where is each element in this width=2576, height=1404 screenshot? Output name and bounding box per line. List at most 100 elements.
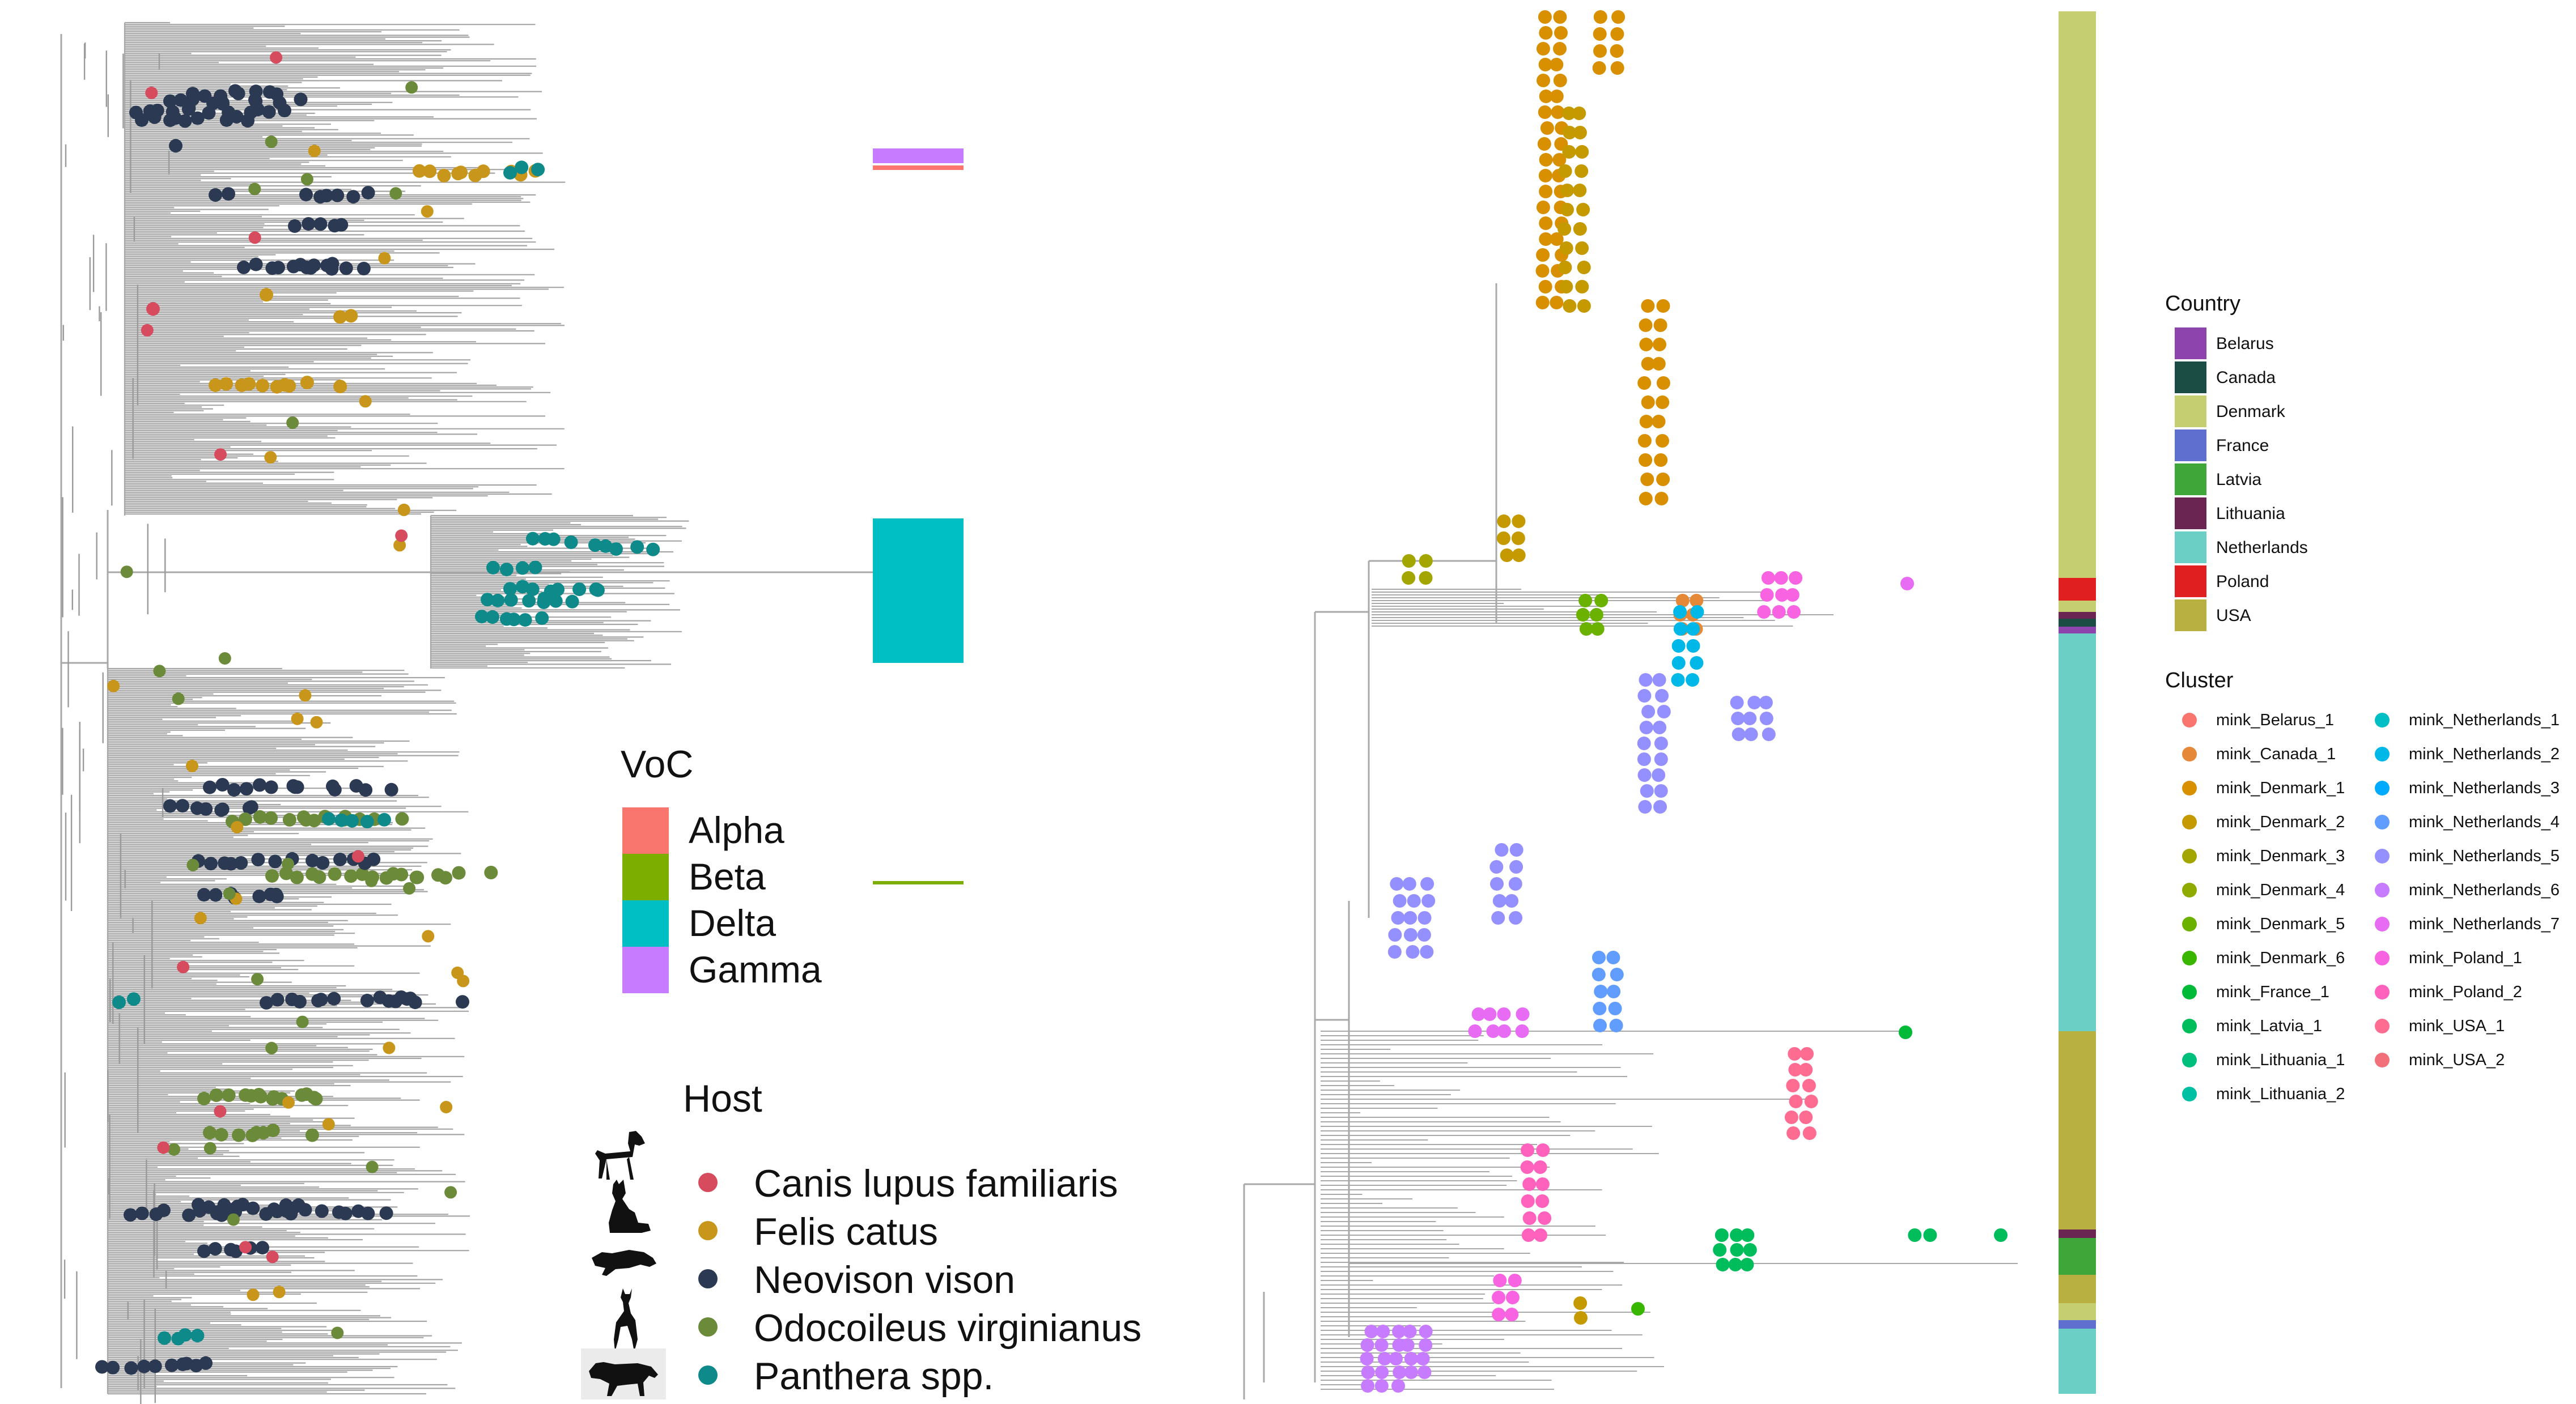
right-tip-dot (1539, 185, 1553, 198)
right-tip-dot (1800, 1047, 1814, 1061)
voc-swatch-beta (622, 854, 669, 900)
right-tip-dot (1374, 1338, 1389, 1352)
right-tip-dot (1509, 860, 1523, 874)
right-tip-dot (1900, 577, 1914, 590)
left-tip-dot (270, 890, 284, 904)
right-tip-dot (1656, 473, 1670, 486)
right-tip-dot (1403, 1325, 1417, 1338)
right-tip-dot (1538, 169, 1552, 182)
right-tip-dot (1607, 985, 1621, 998)
right-tip-dot (1772, 605, 1786, 619)
left-tip-dot (503, 165, 517, 180)
country-label-latvia: Latvia (2216, 470, 2262, 489)
right-tip-dot (1390, 877, 1404, 891)
left-tip-dot (291, 712, 304, 725)
right-tip-dot (1536, 248, 1550, 262)
country-strip-segment (2059, 1329, 2096, 1394)
right-tip-dot (1550, 232, 1564, 246)
cluster-label-mink_denmark_5: mink_Denmark_5 (2216, 915, 2345, 933)
host-dot-1 (698, 1221, 718, 1240)
left-tip-dot (422, 930, 435, 943)
left-tip-dot (296, 1015, 309, 1028)
left-tip-dot (214, 1105, 227, 1118)
left-tip-dot (564, 535, 578, 549)
country-label-usa: USA (2216, 606, 2251, 625)
left-tip-dot (197, 1244, 211, 1258)
right-tip-dot (1799, 1111, 1813, 1124)
left-tip-dot (282, 1096, 295, 1109)
right-tip-dot (1492, 894, 1506, 908)
left-tip-dot (266, 1250, 279, 1263)
voc-annotation-bars (873, 148, 964, 884)
cluster-label-mink_denmark_3: mink_Denmark_3 (2216, 847, 2345, 865)
right-tip-dot (1486, 1024, 1500, 1038)
cluster-dot-mink_netherlands_1 (2375, 713, 2390, 727)
left-tip-dot (486, 560, 500, 575)
right-tip-dot (1553, 10, 1567, 24)
left-tip-dot (320, 189, 333, 203)
right-tip-dot (1639, 338, 1653, 351)
left-tip-dot (366, 1160, 379, 1173)
right-tip-dot (1516, 1007, 1530, 1021)
right-tip-dot (1640, 784, 1654, 798)
left-tip-dot (177, 960, 190, 973)
right-tip-dot (1594, 594, 1609, 607)
left-tip-dot (208, 1242, 222, 1256)
left-tip-dot (518, 613, 532, 627)
voc-swatch-alpha (622, 807, 669, 854)
left-tip-dot (431, 868, 445, 882)
right-tip-dot (1512, 514, 1526, 528)
country-strip-segment (2059, 601, 2096, 612)
right-tip-dot (1521, 1143, 1535, 1157)
left-tip-dot (609, 542, 623, 556)
left-tip-dot (300, 376, 314, 390)
left-tip-dot (271, 261, 285, 275)
voc-bar-beta (873, 881, 964, 884)
right-tip-dot (1908, 1228, 1922, 1242)
country-strip-segment (2059, 11, 2096, 578)
left-internal-branches (62, 42, 170, 1404)
right-tip-dot (1639, 415, 1653, 428)
host-dot-2 (698, 1269, 718, 1288)
right-tip-dot (1550, 58, 1564, 71)
left-tip-dot (313, 217, 328, 231)
right-tip-dot (1741, 1228, 1755, 1242)
left-tip-dot (141, 324, 154, 337)
left-tip-dot (413, 164, 426, 178)
left-tip-dot (299, 813, 313, 827)
left-tip-branches (107, 22, 689, 1395)
left-tip-dot (185, 759, 198, 772)
right-tip-dot (1562, 107, 1576, 120)
right-tip-dot (1496, 531, 1510, 545)
cluster-label-mink_usa_2: mink_USA_2 (2409, 1051, 2505, 1069)
left-tip-dot (168, 1143, 180, 1156)
left-tip-dot (333, 310, 347, 324)
left-tip-dot (394, 867, 409, 882)
left-phylogenetic-tree (60, 22, 964, 1404)
right-tip-dot (1404, 1352, 1418, 1365)
left-tip-dot (199, 1356, 213, 1370)
right-tip-dot (1539, 216, 1553, 230)
right-tip-dot (1538, 105, 1552, 119)
left-tip-dot (315, 1204, 329, 1218)
left-tip-dot (186, 858, 200, 871)
right-tip-dot (1802, 1079, 1816, 1092)
cluster-label-mink_canada_1: mink_Canada_1 (2216, 745, 2336, 763)
voc-bar-alpha (873, 165, 964, 170)
right-tip-dot (1639, 673, 1653, 687)
left-tip-dot (230, 110, 244, 124)
left-tip-dot (178, 114, 192, 128)
left-tip-dot (246, 1201, 260, 1215)
right-tip-dot (1686, 639, 1700, 653)
right-tip-dot (1537, 137, 1551, 151)
left-tip-dot (405, 81, 418, 94)
left-tip-dot (344, 309, 358, 323)
right-tip-dot (1641, 299, 1655, 313)
right-tip-dot (1534, 1228, 1547, 1242)
country-label-netherlands: Netherlands (2216, 538, 2308, 557)
right-tip-dot (1550, 90, 1564, 103)
left-tip-dot (176, 1358, 190, 1371)
right-tip-dot (1731, 712, 1745, 725)
left-tip-dot (378, 252, 391, 265)
right-tip-dot (1497, 1007, 1511, 1021)
